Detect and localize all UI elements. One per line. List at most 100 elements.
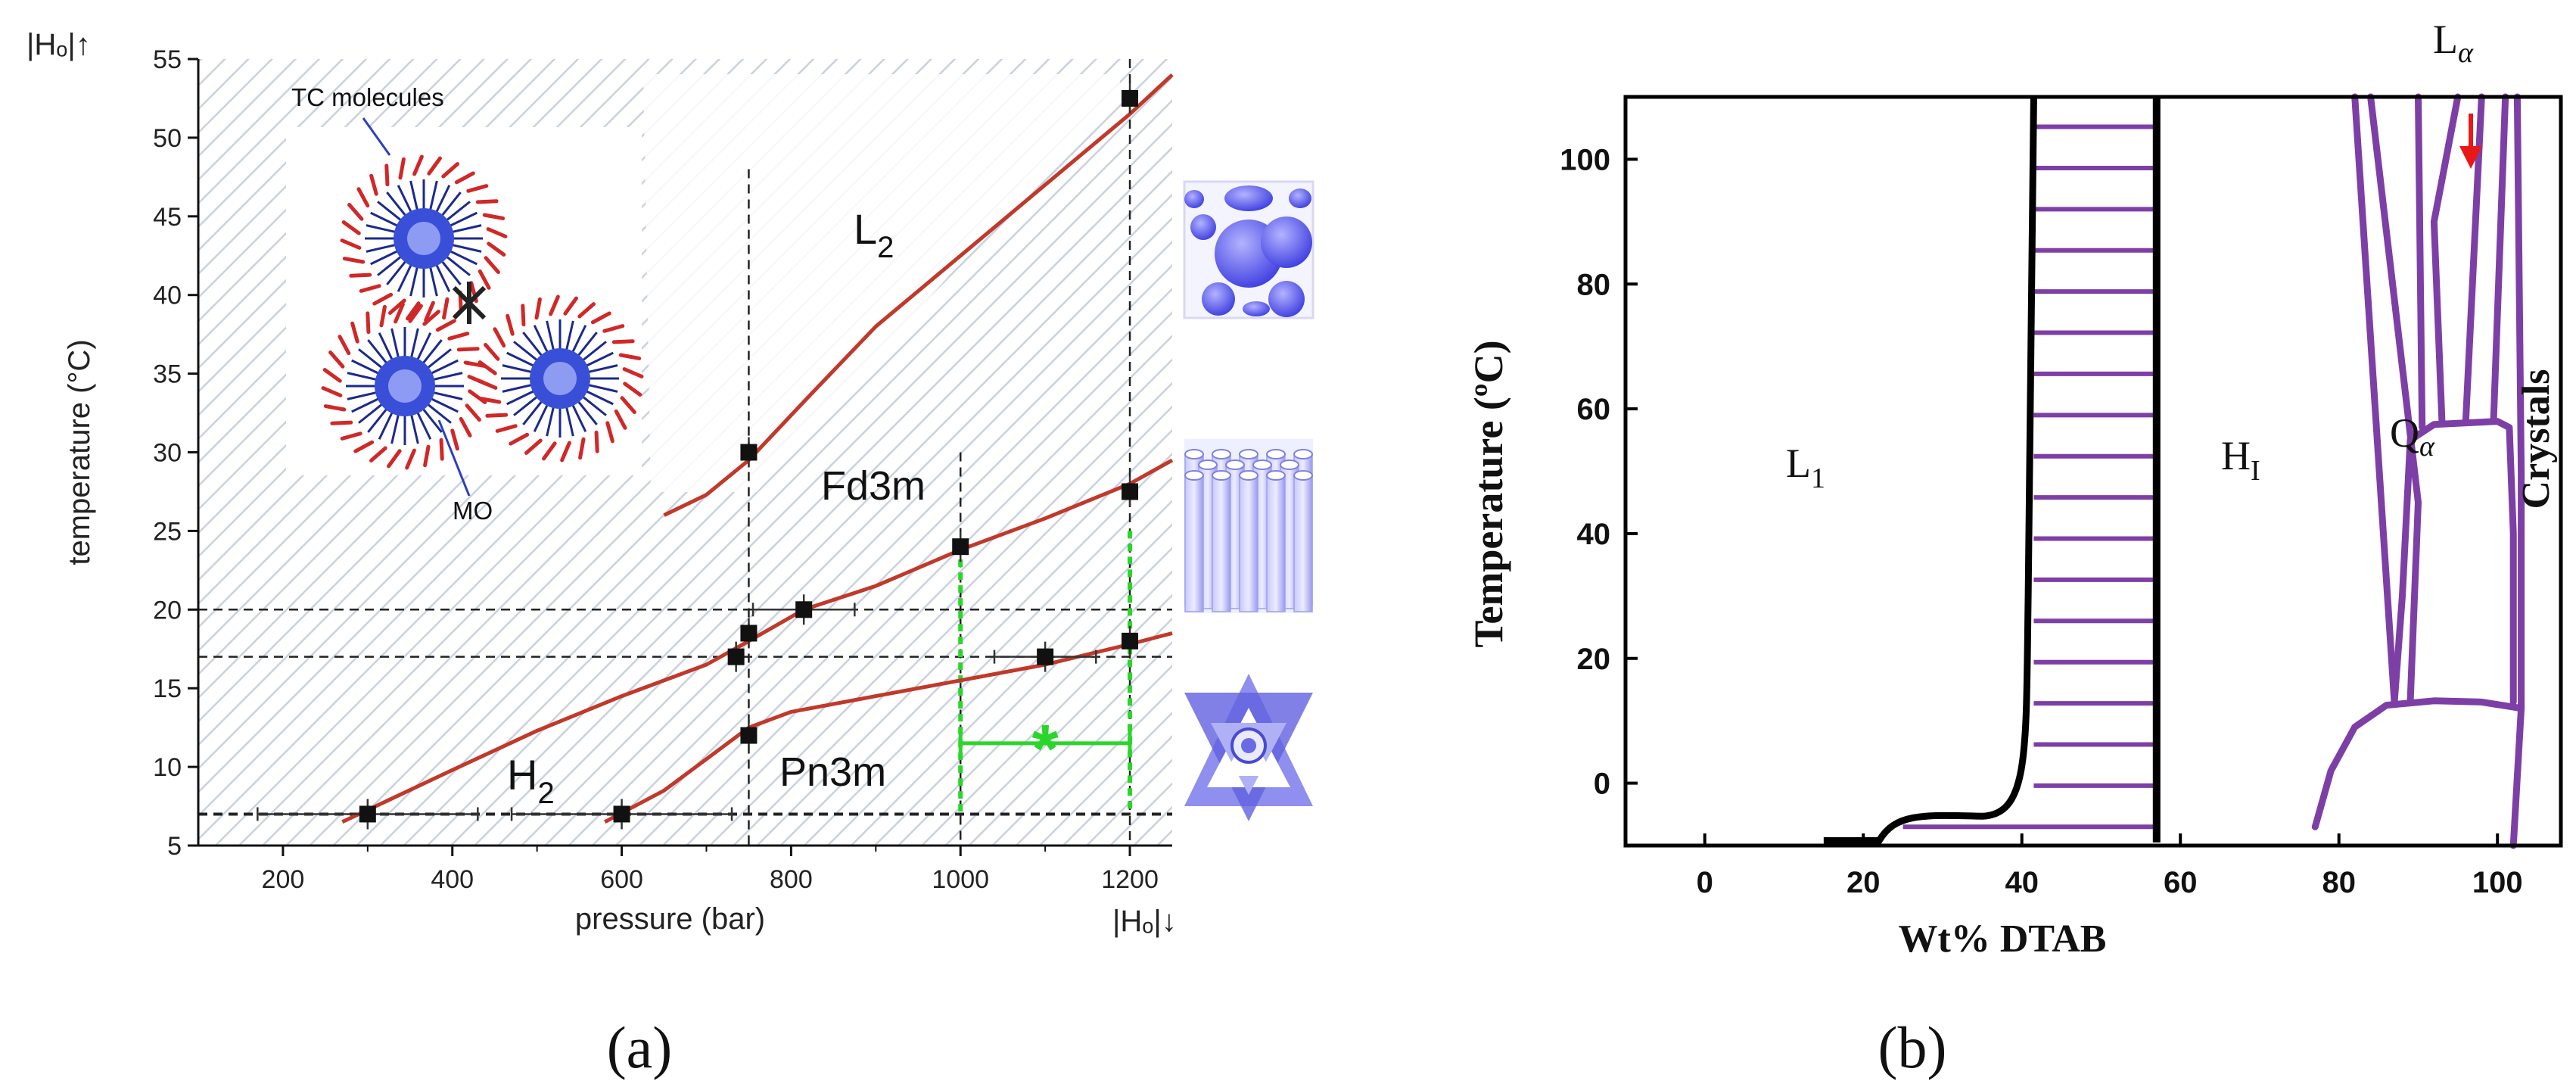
cylinder-top: [1212, 449, 1231, 459]
tc-molecule: [456, 347, 480, 352]
tc-molecule: [605, 421, 614, 444]
x-tick-label-b: 20: [1846, 866, 1881, 899]
tc-molecule: [359, 284, 381, 293]
inset-label-mo: MO: [453, 497, 493, 525]
data-point: [795, 601, 813, 618]
micelle-chain: [430, 359, 459, 375]
tc-molecule: [484, 256, 500, 274]
tc-molecule: [459, 416, 472, 438]
tc-molecule: [620, 396, 636, 414]
cylinder-top: [1212, 470, 1231, 481]
tc-molecule: [509, 432, 530, 446]
micelle-chain: [445, 255, 471, 276]
micelle-chain: [565, 320, 574, 351]
phase-boundaries: [341, 73, 1174, 824]
label-l2: L2: [854, 205, 894, 264]
data-point: [727, 648, 745, 665]
micelle-chain: [409, 413, 419, 444]
tc-molecule: [338, 335, 351, 356]
tc-molecule: [454, 171, 475, 185]
data-points: [257, 83, 1139, 830]
tc-molecule: [618, 353, 642, 360]
micelle-chain: [409, 328, 419, 359]
micelle-chain: [546, 406, 555, 437]
green-guides: *: [958, 531, 1133, 815]
tc-molecule: [330, 420, 353, 425]
y-axis-label-a: temperature (°C): [63, 339, 96, 565]
tc-molecule: [369, 446, 387, 463]
data-point: [740, 444, 758, 461]
label-l1: L1: [1786, 441, 1825, 494]
tc-molecule: [369, 173, 378, 196]
tc-molecule: [611, 339, 635, 344]
cylinder-top: [1266, 470, 1286, 481]
x-tick-label-a: 600: [600, 865, 643, 894]
tc-molecule: [406, 301, 421, 321]
tc-molecule: [577, 302, 596, 319]
inset-background: [286, 127, 642, 475]
boundary-purple: [2367, 93, 2422, 706]
micelle-chain: [367, 339, 388, 365]
boundary-purple: [2462, 93, 2485, 425]
data-point: [740, 727, 758, 744]
center-defect: [452, 282, 487, 324]
micelle-chain: [426, 403, 452, 424]
tc-molecule: [534, 297, 542, 320]
label-crystals: Crystals: [2515, 369, 2558, 509]
tc-molecule: [476, 378, 498, 390]
micelle-chain: [409, 266, 419, 297]
cylinder-top: [1198, 459, 1218, 470]
plot-frame-b: [1623, 95, 2563, 848]
micelle-chain: [347, 391, 378, 400]
y-tick-label-a: 55: [153, 45, 182, 74]
tc-molecule: [353, 440, 375, 453]
top-left-label: |Hₒ|↑: [26, 28, 91, 61]
tc-molecule: [521, 304, 526, 327]
x-tick-label-a: 1000: [932, 865, 989, 894]
x-axis-label-b: Wt% DTAB: [1899, 917, 2107, 961]
micelle-chain: [432, 391, 463, 400]
micelle-chain: [440, 192, 462, 217]
tc-molecule: [341, 220, 361, 235]
tc-molecule: [427, 156, 442, 176]
cylinder: [1184, 475, 1204, 612]
micelle-chain: [390, 413, 400, 444]
boundary-purple: [2311, 697, 2525, 830]
cylinder-top: [1280, 459, 1299, 470]
tc-molecule: [486, 227, 508, 238]
y-tick-label-a: 20: [153, 596, 182, 625]
tc-molecule: [340, 238, 362, 250]
micelle-chain: [409, 180, 419, 211]
micelle-chain: [377, 255, 403, 276]
label-qa: Qα: [2390, 410, 2435, 463]
micelle-chain: [451, 224, 482, 234]
micelle-core-inner: [407, 222, 440, 255]
micelle-chain: [577, 400, 598, 425]
data-point: [1037, 648, 1054, 665]
micelle-chain: [432, 372, 463, 382]
bottom-right-label: |Hₒ|↓: [1112, 905, 1177, 938]
micelle-chain: [571, 325, 587, 354]
tc-molecule: [478, 397, 502, 404]
y-tick-label-b: 100: [1560, 143, 1610, 176]
micelle-chain: [386, 192, 407, 217]
micelle-chain: [451, 243, 482, 253]
boundary-curve: [604, 631, 1173, 824]
micelle-chain: [351, 359, 380, 375]
y-tick-label-b: 0: [1594, 768, 1610, 801]
tc-molecule: [590, 311, 611, 325]
micelle-chain: [351, 397, 380, 413]
cylinder-top: [1225, 459, 1245, 470]
tc-molecule: [412, 154, 424, 176]
tc-molecule: [408, 304, 423, 323]
micelle-chain: [506, 351, 535, 367]
tc-molecule: [379, 304, 387, 328]
boundary-purple: [2351, 93, 2398, 706]
micelle-chain: [440, 260, 462, 285]
tc-molecule: [340, 431, 362, 441]
micelle-chain: [377, 201, 403, 222]
tc-molecule: [328, 350, 345, 369]
micelle-chain: [565, 406, 574, 437]
micelle-chain: [366, 224, 397, 234]
micelle-chain: [581, 341, 607, 362]
